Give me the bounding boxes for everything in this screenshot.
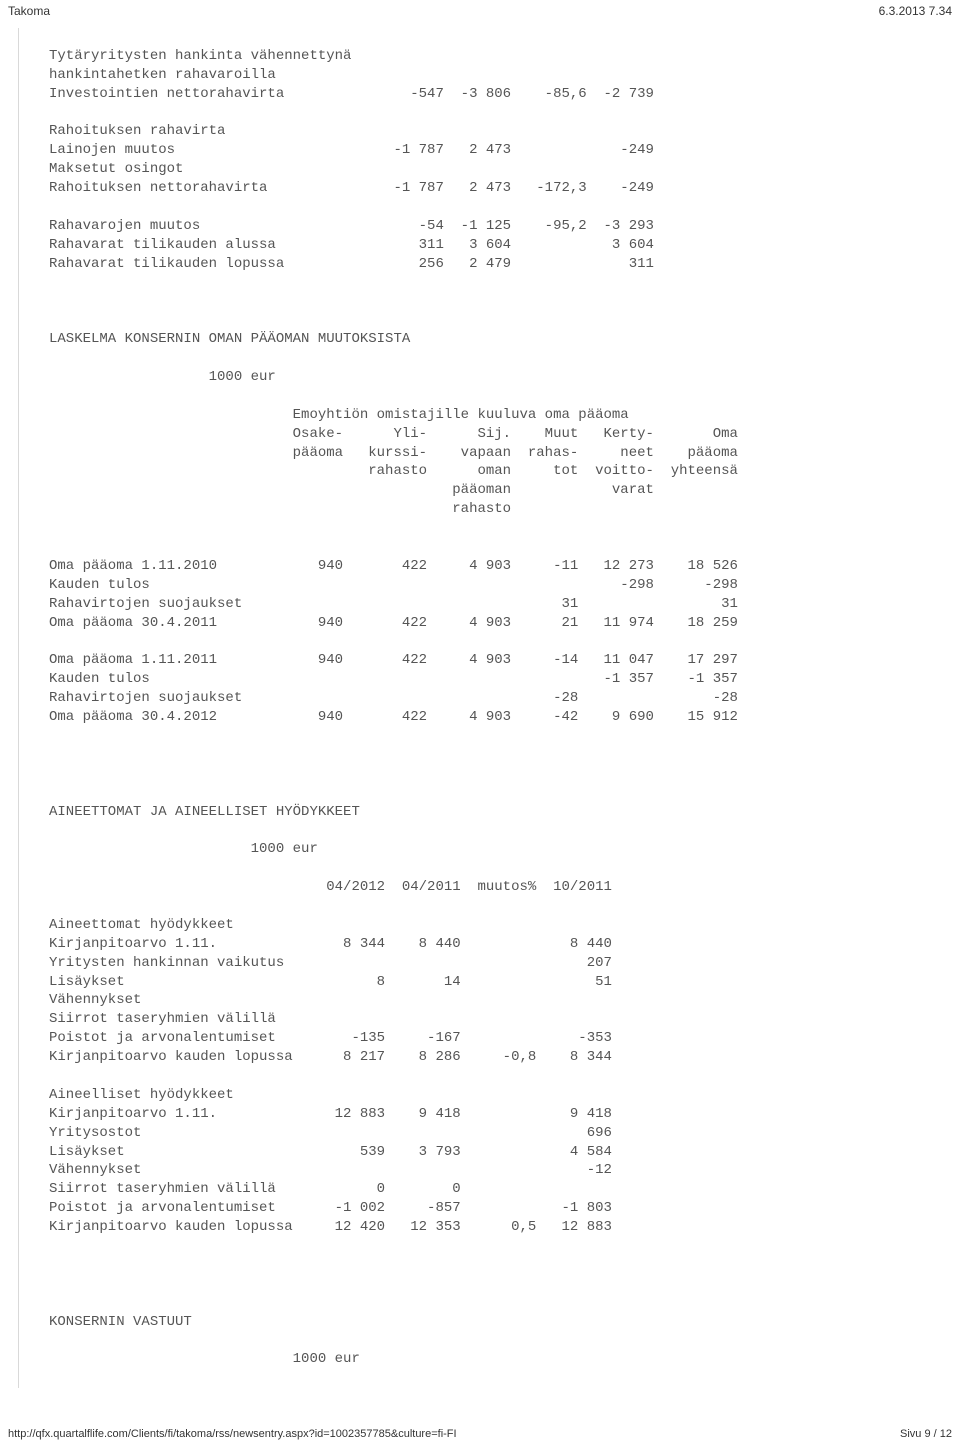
- equity-header: Emoyhtiön omistajille kuuluva oma pääoma…: [49, 406, 960, 519]
- page-footer: http://qfx.quartalflife.com/Clients/fi/t…: [0, 1388, 960, 1446]
- page-header: Takoma 6.3.2013 7.34: [0, 0, 960, 28]
- equity-rows: Oma pääoma 1.11.2010 940 422 4 903 -11 1…: [49, 557, 960, 727]
- header-datetime: 6.3.2013 7.34: [879, 4, 952, 18]
- liabilities-title: KONSERNIN VASTUUT: [49, 1313, 960, 1332]
- assets-rows: Aineettomat hyödykkeet Kirjanpitoarvo 1.…: [49, 916, 960, 1237]
- liabilities-unit: 1000 eur: [49, 1350, 960, 1369]
- assets-unit: 1000 eur: [49, 840, 960, 859]
- footer-url: http://qfx.quartalflife.com/Clients/fi/t…: [8, 1428, 457, 1440]
- footer-page: Sivu 9 / 12: [900, 1428, 952, 1440]
- equity-unit: 1000 eur: [49, 368, 960, 387]
- header-title: Takoma: [8, 4, 50, 18]
- cashflow-block: Tytäryritysten hankinta vähennettynä han…: [49, 47, 960, 274]
- document-body: Tytäryritysten hankinta vähennettynä han…: [19, 28, 960, 1388]
- assets-header: 04/2012 04/2011 muutos% 10/2011: [49, 878, 960, 897]
- equity-title: LASKELMA KONSERNIN OMAN PÄÄOMAN MUUTOKSI…: [49, 330, 960, 349]
- left-border: Tytäryritysten hankinta vähennettynä han…: [18, 28, 960, 1388]
- assets-title: AINEETTOMAT JA AINEELLISET HYÖDYKKEET: [49, 803, 960, 822]
